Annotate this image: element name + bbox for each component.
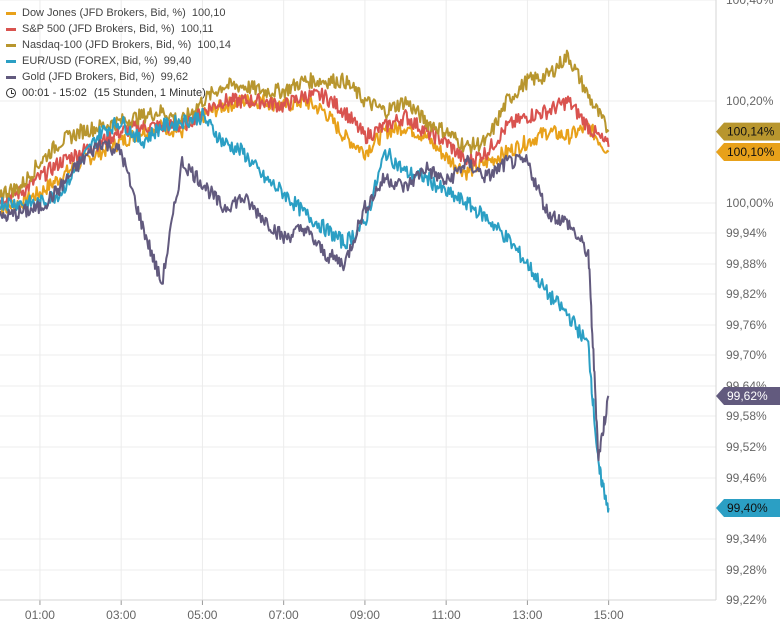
y-tick-label: 99,76% [726,318,767,332]
x-tick-label: 07:00 [269,608,299,622]
last-value-badge: 100,14% [716,122,780,141]
legend-label: EUR/USD (FOREX, Bid, %) [22,55,158,67]
y-tick-label: 99,28% [726,563,767,577]
y-tick-label: 99,88% [726,257,767,271]
badge-shape [716,143,780,161]
y-tick-label: 99,82% [726,287,767,301]
badge-label: 99,40% [727,501,768,515]
last-value-badge: 100,10% [716,143,780,161]
y-tick-label: 100,00% [726,196,774,210]
legend-swatch [6,75,16,79]
legend-label: Dow Jones (JFD Brokers, Bid, %) [22,7,186,19]
legend-label: Nasdaq-100 (JFD Brokers, Bid, %) [22,39,192,51]
badge-label: 100,14% [727,125,775,139]
legend-item-eurusd[interactable]: EUR/USD (FOREX, Bid, %) 99,40 [6,53,231,69]
y-tick-label: 100,20% [726,94,774,108]
legend-item-nasdaq[interactable]: Nasdaq-100 (JFD Brokers, Bid, %) 100,14 [6,37,231,53]
legend-value: 100,14 [197,39,231,51]
x-tick-label: 05:00 [187,608,217,622]
badge-shape [716,387,780,405]
y-tick-label: 99,94% [726,226,767,240]
time-range-note: (15 Stunden, 1 Minute) [93,87,206,99]
last-value-badges: 100,14% 100,10% 99,62% 99,40% [716,122,780,517]
last-value-badge: 99,62% [716,387,780,405]
y-tick-label: 99,70% [726,348,767,362]
x-tick-label: 11:00 [432,608,461,622]
badge-label: 100,10% [727,145,775,159]
legend-item-sp500[interactable]: S&P 500 (JFD Brokers, Bid, %) 100,11 [6,21,231,37]
x-tick-label: 03:00 [106,608,136,622]
legend-value: 99,40 [163,55,192,67]
series-line-2[interactable] [0,49,610,199]
badge-shape [716,499,780,517]
legend-swatch [6,43,16,47]
y-tick-label: 100,40% [726,0,774,7]
y-tick-label: 99,46% [726,471,767,485]
last-value-badge: 99,40% [716,499,780,517]
legend-label: S&P 500 (JFD Brokers, Bid, %) [22,23,175,35]
series-line-3[interactable] [0,107,610,513]
legend-value: 99,62 [160,71,189,83]
series-line-4[interactable] [0,139,610,462]
legend-swatch [6,11,16,15]
legend-swatch [6,59,16,63]
legend-swatch [6,27,16,31]
legend-item-gold[interactable]: Gold (JFD Brokers, Bid, %) 99,62 [6,69,231,85]
y-tick-label: 99,34% [726,532,767,546]
y-tick-label: 99,58% [726,409,767,423]
x-tick-label: 15:00 [594,608,624,622]
legend-item-dow-jones[interactable]: Dow Jones (JFD Brokers, Bid, %) 100,10 [6,5,231,21]
time-range: 00:01 - 15:02 [22,87,87,99]
time-range-row[interactable]: 00:01 - 15:02 (15 Stunden, 1 Minute) [6,85,231,101]
legend-value: 100,11 [180,23,214,35]
chart-series [0,49,610,513]
legend-label: Gold (JFD Brokers, Bid, %) [22,71,155,83]
clock-icon [6,88,16,98]
y-tick-label: 99,52% [726,440,767,454]
badge-shape [716,122,780,141]
x-tick-label: 01:00 [25,608,55,622]
badge-label: 99,62% [727,389,768,403]
legend-value: 100,10 [191,7,226,19]
x-tick-label: 13:00 [512,608,542,622]
y-tick-label: 99,22% [726,593,767,607]
chart-legend: Dow Jones (JFD Brokers, Bid, %) 100,10 S… [6,5,231,101]
x-tick-label: 09:00 [350,608,380,622]
